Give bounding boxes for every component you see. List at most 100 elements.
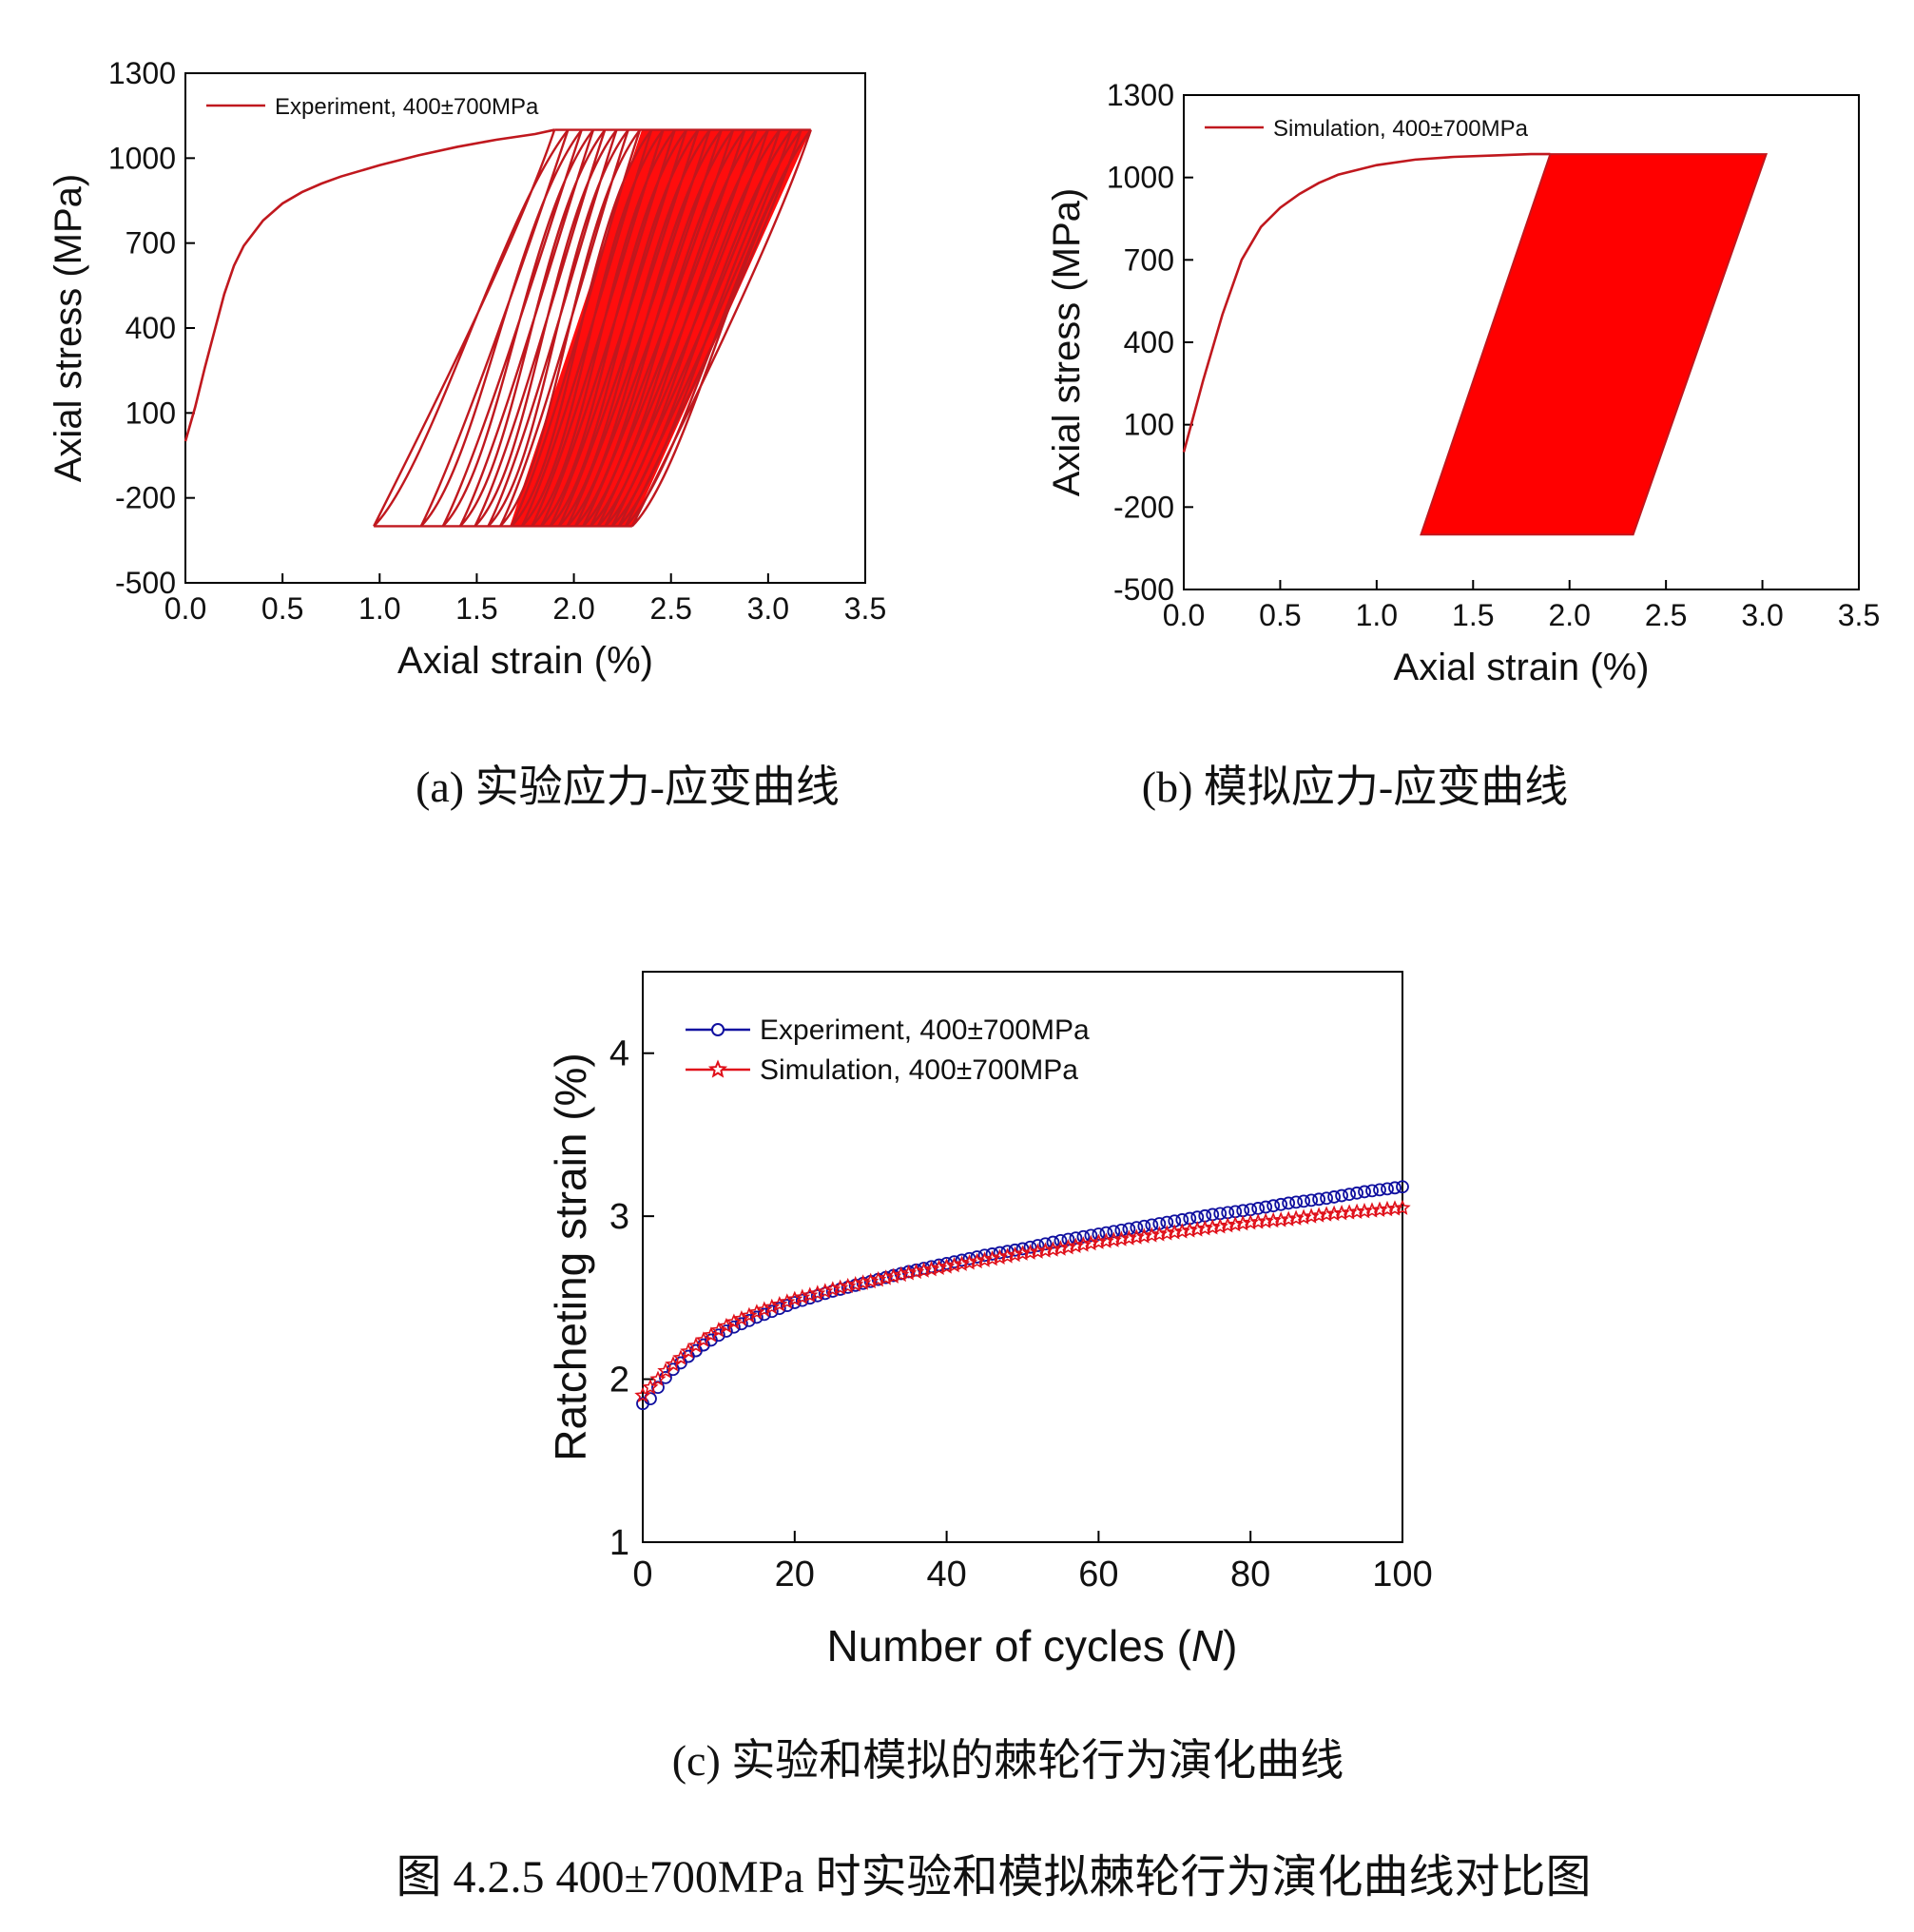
simulation-marker (1363, 1202, 1381, 1218)
y-tick-label: 100 (126, 396, 176, 430)
legend-marker-simulation (707, 1059, 728, 1078)
experiment-marker (1350, 1186, 1363, 1200)
experiment-marker (1107, 1225, 1121, 1239)
loading-curve (184, 128, 555, 442)
y-tick-label: 2 (609, 1361, 629, 1401)
experiment-marker (1327, 1190, 1341, 1204)
simulation-marker (794, 1288, 811, 1304)
x-tick-label: 0 (632, 1555, 652, 1594)
experiment-marker (772, 1302, 786, 1316)
y-tick-label: 1300 (1107, 78, 1174, 112)
experiment-marker (1122, 1222, 1136, 1236)
simulation-marker (869, 1270, 887, 1287)
y-axis-title: Axial stress (MPa) (48, 174, 89, 483)
experiment-marker (1046, 1235, 1060, 1249)
simulation-marker (824, 1281, 841, 1297)
simulation-marker (960, 1254, 978, 1270)
simulation-marker (1074, 1236, 1092, 1252)
x-tick-label: 100 (1372, 1555, 1432, 1594)
simulation-marker (1006, 1246, 1024, 1263)
experiment-marker (742, 1313, 756, 1327)
simulation-marker (1150, 1226, 1169, 1242)
y-axis-title: Ratcheting strain (%) (546, 1053, 595, 1461)
y-tick-label: 400 (126, 311, 176, 345)
x-tick-label: 3.5 (844, 591, 886, 626)
experiment-marker (787, 1296, 802, 1309)
experiment-marker (1396, 1180, 1409, 1194)
panel-c-ratcheting-evolution: 0 20 40 60 80 100 1 2 3 4 Number of cycles (N) Ratc… (546, 971, 1433, 1671)
simulation-marker (1341, 1204, 1358, 1220)
experiment-marker (1054, 1233, 1068, 1247)
x-tick-label: 0.0 (1163, 598, 1205, 632)
x-tick-label: 1.0 (358, 591, 400, 626)
y-tick-label: 400 (1124, 325, 1174, 359)
simulation-marker (1242, 1213, 1259, 1230)
simulation-marker (1128, 1228, 1146, 1245)
simulation-marker (892, 1265, 910, 1283)
x-tick-label: 2.5 (1645, 598, 1687, 632)
caption-c: (c) 实验和模拟的棘轮行为演化曲线 (672, 1736, 1344, 1785)
simulation-marker (1204, 1218, 1221, 1235)
experiment-marker (1381, 1182, 1394, 1196)
simulation-marker (1333, 1205, 1350, 1221)
simulation-marker (1173, 1223, 1190, 1239)
y-tick-label: 1000 (1107, 161, 1174, 195)
simulation-marker (1067, 1237, 1085, 1253)
y-tick-label: 4 (609, 1034, 629, 1074)
simulation-marker (968, 1252, 986, 1269)
experiment-marker (1259, 1200, 1273, 1214)
simulation-marker (634, 1386, 651, 1403)
simulation-marker (1143, 1227, 1161, 1243)
simulation-marker (1105, 1231, 1122, 1247)
x-tick-label: 1.5 (455, 591, 497, 626)
experiment-marker (1031, 1239, 1045, 1252)
experiment-marker (1297, 1194, 1311, 1208)
simulation-marker (1356, 1202, 1373, 1219)
experiment-marker (1266, 1199, 1281, 1213)
simulation-marker (1090, 1233, 1108, 1249)
simulation-marker (1325, 1205, 1343, 1222)
simulation-marker (1394, 1199, 1411, 1215)
experiment-marker (1092, 1227, 1106, 1241)
experiment-marker (1038, 1237, 1053, 1251)
simulation-marker (1029, 1243, 1047, 1259)
experiment-marker (1061, 1232, 1075, 1246)
plot-frame (642, 971, 1403, 1543)
y-tick-label: 1300 (108, 56, 176, 90)
simulation-marker (878, 1269, 895, 1285)
simulation-marker (1295, 1208, 1312, 1225)
experiment-marker (1305, 1193, 1319, 1208)
y-tick-label: 700 (1124, 242, 1174, 277)
simulation-marker (1211, 1217, 1228, 1234)
figure-caption: 图 4.2.5 400±700MPa 时实验和模拟棘轮行为演化曲线对比图 (396, 1852, 1591, 1903)
x-tick-label: 0.5 (261, 591, 303, 626)
simulation-marker (1158, 1225, 1176, 1241)
simulation-marker (1166, 1224, 1183, 1240)
experiment-marker (1373, 1183, 1386, 1197)
simulation-marker (1036, 1242, 1054, 1258)
simulation-marker (786, 1290, 803, 1306)
x-axis-title-italic: N (1191, 1621, 1224, 1671)
simulation-marker (1097, 1232, 1114, 1248)
simulation-marker (1272, 1211, 1289, 1227)
simulation-marker (1052, 1240, 1070, 1256)
simulation-marker (1371, 1201, 1388, 1217)
x-tick-label: 40 (926, 1555, 966, 1594)
simulation-marker (802, 1286, 819, 1303)
experiment-marker (1282, 1196, 1296, 1210)
x-tick-label: 2.0 (552, 591, 594, 626)
simulation-marker (1303, 1208, 1320, 1224)
experiment-marker (1076, 1229, 1091, 1244)
simulation-marker (1249, 1213, 1266, 1229)
simulation-marker (976, 1251, 994, 1267)
experiment-marker (674, 1356, 687, 1370)
x-tick-label: 1.5 (1452, 598, 1494, 632)
simulation-marker (1227, 1216, 1244, 1232)
x-tick-label: 3.5 (1838, 598, 1880, 632)
simulation-marker (809, 1285, 826, 1301)
y-tick-label: 100 (1124, 408, 1174, 442)
simulation-marker (1287, 1209, 1305, 1226)
experiment-marker (1365, 1184, 1379, 1198)
experiment-marker (780, 1299, 794, 1312)
simulation-marker (1181, 1222, 1198, 1238)
